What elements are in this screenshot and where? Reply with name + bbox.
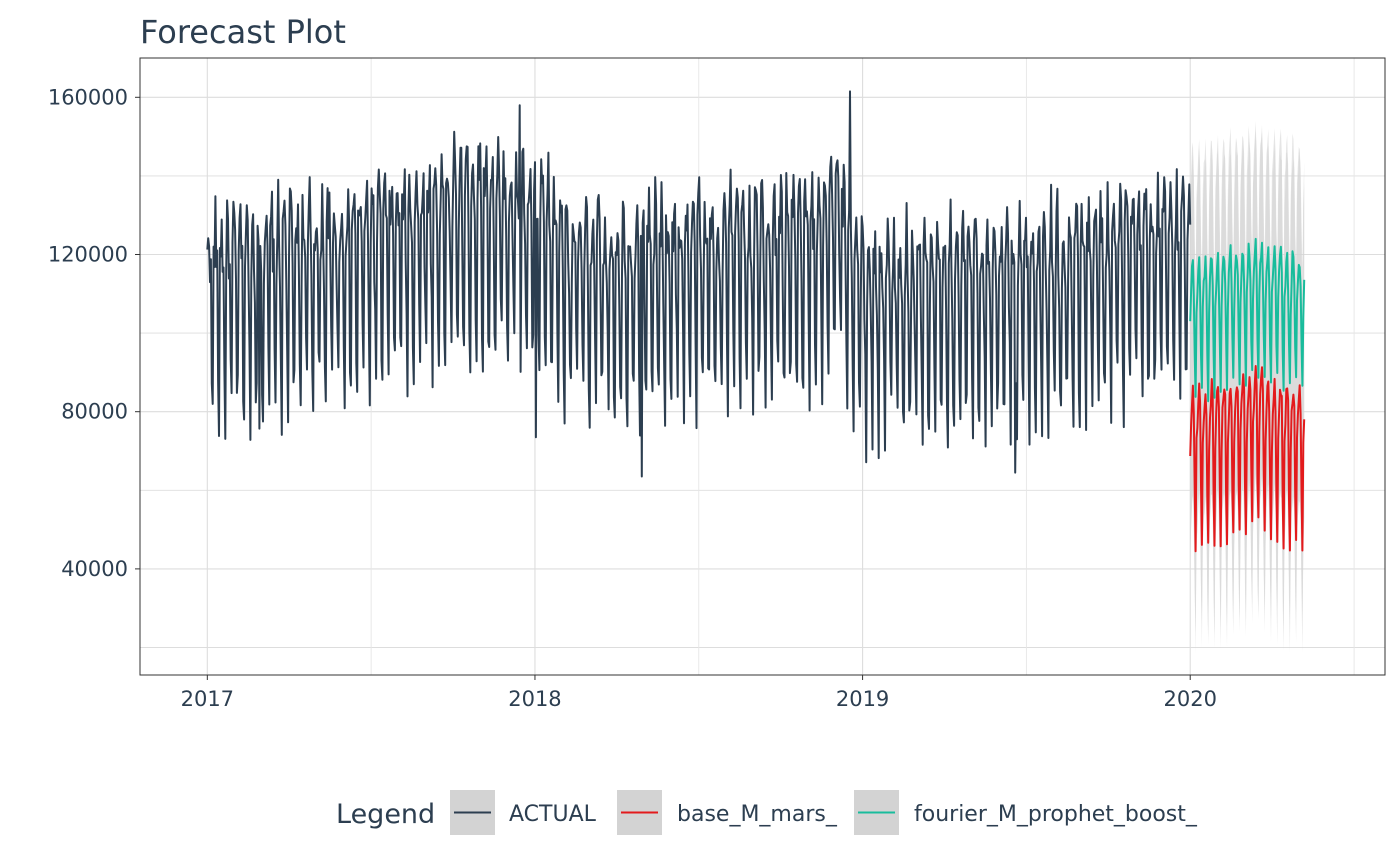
series-lines: [206, 90, 1306, 553]
y-tick-label: 120000: [48, 242, 128, 266]
legend-item-actual: ACTUAL: [450, 790, 597, 835]
x-tick-label: 2018: [508, 687, 561, 711]
y-tick-label: 80000: [61, 400, 128, 424]
y-axis: 40000 80000 120000 160000: [48, 85, 140, 581]
x-tick-label: 2017: [181, 687, 234, 711]
legend-label-actual: ACTUAL: [509, 802, 597, 827]
x-tick-label: 2019: [836, 687, 889, 711]
y-tick-label: 160000: [48, 85, 128, 109]
legend-label-fourier-prophet: fourier_M_prophet_boost_: [914, 802, 1198, 827]
legend: Legend ACTUAL base_M_mars_ fourier_M_pro…: [336, 790, 1198, 835]
chart-title: Forecast Plot: [140, 13, 346, 51]
legend-title: Legend: [336, 799, 435, 830]
x-tick-label: 2020: [1163, 687, 1216, 711]
series-line-1: [1189, 365, 1306, 553]
series-line-2: [1189, 237, 1306, 403]
legend-label-base-mars: base_M_mars_: [677, 802, 838, 827]
legend-item-fourier-prophet: fourier_M_prophet_boost_: [854, 790, 1198, 835]
y-tick-label: 40000: [61, 557, 128, 581]
x-axis: 2017 2018 2019 2020: [181, 675, 1217, 711]
series-line-0: [206, 90, 1192, 478]
plot-panel-border: [139, 57, 1386, 676]
legend-item-base-mars: base_M_mars_: [617, 790, 838, 835]
